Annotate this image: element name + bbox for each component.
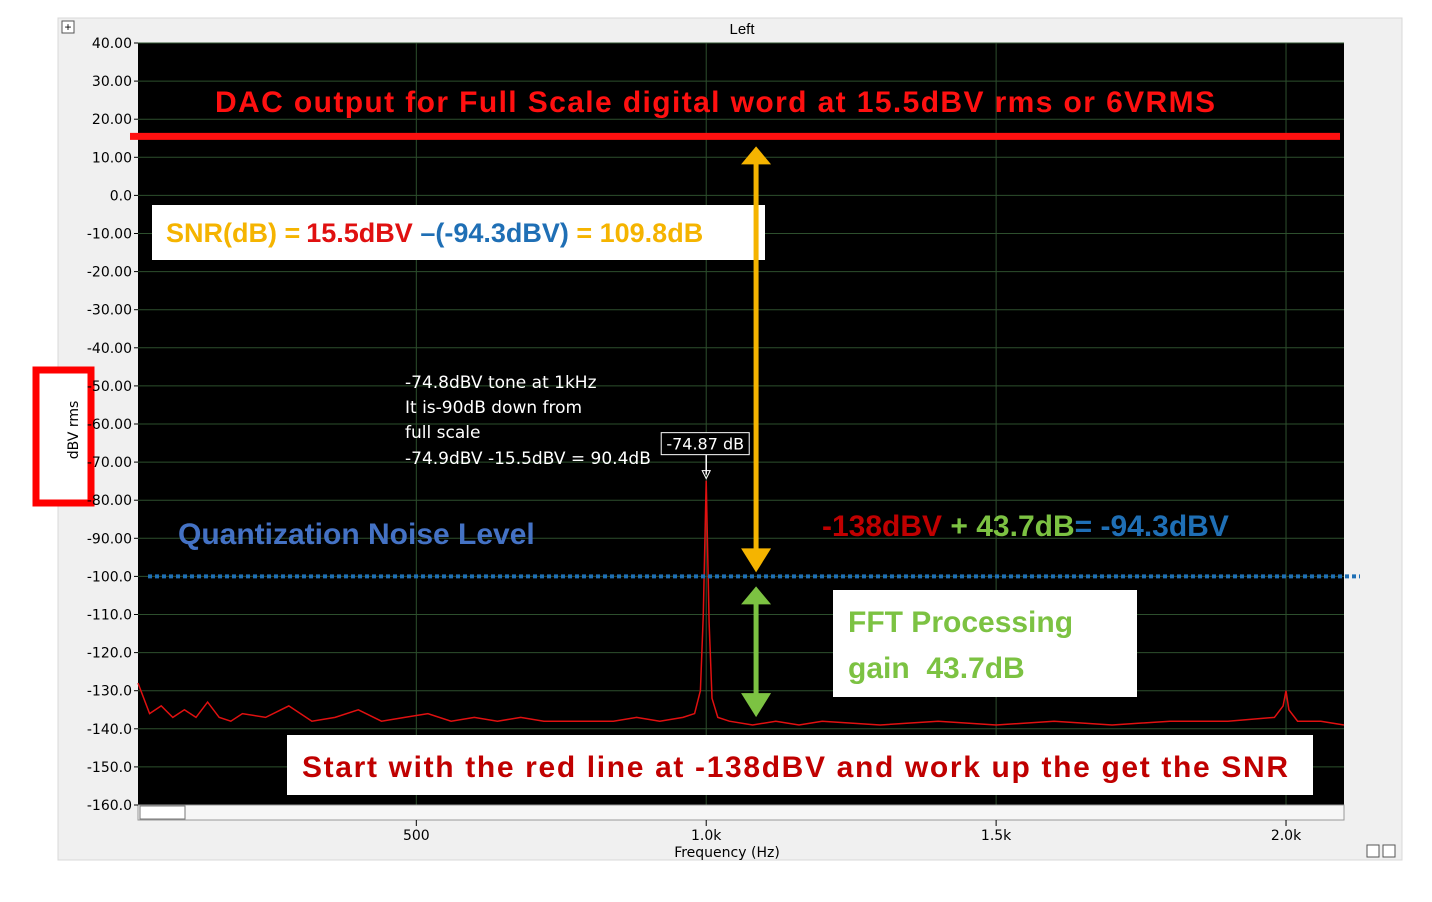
tone-note: -74.8dBV tone at 1kHz It is-90dB down fr… bbox=[405, 373, 651, 469]
x-axis-label: Frequency (Hz) bbox=[674, 845, 780, 861]
y-tick-label: -90.00 bbox=[87, 531, 132, 547]
tone-line: It is-90dB down from bbox=[405, 398, 582, 418]
dac-note: DAC output for Full Scale digital word a… bbox=[215, 86, 1215, 119]
y-tick-label: -10.00 bbox=[87, 227, 132, 243]
scrollbar[interactable] bbox=[137, 804, 1345, 821]
x-tick-label: 500 bbox=[403, 828, 430, 844]
y-tick-label: -80.00 bbox=[87, 493, 132, 509]
fft-note: FFT Processing bbox=[848, 606, 1073, 639]
y-tick-label: -160.0 bbox=[87, 798, 132, 814]
y-tick-label: -150.0 bbox=[87, 760, 132, 776]
fft-note: gain 43.7dB bbox=[848, 652, 1025, 685]
tone-line: full scale bbox=[405, 423, 480, 443]
y-tick-label: -110.0 bbox=[87, 608, 132, 624]
x-tick-label: 1.0k bbox=[691, 828, 722, 844]
snr-part: SNR(dB) = bbox=[166, 218, 300, 248]
peak-label-box bbox=[660, 432, 750, 456]
arrow bbox=[741, 586, 772, 718]
y-tick-label: 30.00 bbox=[92, 74, 132, 90]
peak-pointer-head bbox=[701, 470, 712, 480]
sum-part: + 43.7dB bbox=[942, 510, 1075, 543]
arrow bbox=[741, 146, 772, 573]
arrow-head bbox=[741, 586, 772, 605]
y-tick-label: -60.00 bbox=[87, 417, 132, 433]
zoom-in[interactable] bbox=[1366, 844, 1380, 858]
start-box bbox=[287, 735, 1313, 795]
y-tick-label: -140.0 bbox=[87, 722, 132, 738]
y-tick-label: 20.00 bbox=[92, 112, 132, 128]
quant-note: Quantization Noise Level bbox=[178, 518, 535, 551]
snr-part: –(-94.3dBV) bbox=[413, 218, 569, 248]
y-tick-label: -40.00 bbox=[87, 341, 132, 357]
start-note: Start with the red line at -138dBV and w… bbox=[302, 751, 1288, 784]
y-tick-label: -20.00 bbox=[87, 265, 132, 281]
arrow-head bbox=[741, 693, 772, 718]
arrow-head bbox=[741, 146, 772, 165]
expand-button[interactable] bbox=[61, 20, 75, 34]
y-tick-label: 0.0 bbox=[110, 188, 132, 204]
tone-line: -74.8dBV tone at 1kHz bbox=[405, 373, 597, 393]
fft-box bbox=[833, 590, 1137, 697]
y-axis-label: dBV rms bbox=[66, 401, 82, 460]
sum-part: = -94.3dBV bbox=[1075, 510, 1229, 543]
snr-note: SNR(dB) = 15.5dBV –(-94.3dBV) = 109.8dB bbox=[166, 218, 703, 248]
snr-part: = 109.8dB bbox=[569, 218, 703, 248]
y-tick-label: -50.00 bbox=[87, 379, 132, 395]
x-tick-label: 2.0k bbox=[1271, 828, 1302, 844]
y-tick-label: 10.00 bbox=[92, 150, 132, 166]
y-tick-label: -70.00 bbox=[87, 455, 132, 471]
snr-part: 15.5dBV bbox=[306, 218, 413, 248]
expand-icon: + bbox=[64, 20, 71, 34]
chart-title: Left bbox=[729, 21, 755, 38]
zoom-out[interactable] bbox=[1382, 844, 1396, 858]
series-line bbox=[137, 480, 1345, 726]
y-tick-label: -30.00 bbox=[87, 303, 132, 319]
grid bbox=[138, 42, 1344, 806]
sum-note: -138dBV + 43.7dB= -94.3dBV bbox=[822, 510, 1229, 543]
tone-line: -74.9dBV -15.5dBV = 90.4dB bbox=[405, 449, 651, 469]
plot: -74.87 dB bbox=[137, 432, 1345, 726]
y-tick-label: -100.0 bbox=[87, 569, 132, 585]
x-tick-label: 1.5k bbox=[981, 828, 1012, 844]
sum-part: -138dBV bbox=[822, 510, 942, 543]
arrow-head bbox=[741, 548, 772, 573]
y-label-highlight bbox=[32, 366, 95, 507]
y-tick-label: -130.0 bbox=[87, 684, 132, 700]
y-tick-label: 40.00 bbox=[92, 36, 132, 52]
y-tick-label: -120.0 bbox=[87, 646, 132, 662]
scroll-thumb[interactable] bbox=[139, 805, 186, 820]
snr-box bbox=[152, 205, 765, 260]
peak-label: -74.87 dB bbox=[666, 435, 744, 454]
